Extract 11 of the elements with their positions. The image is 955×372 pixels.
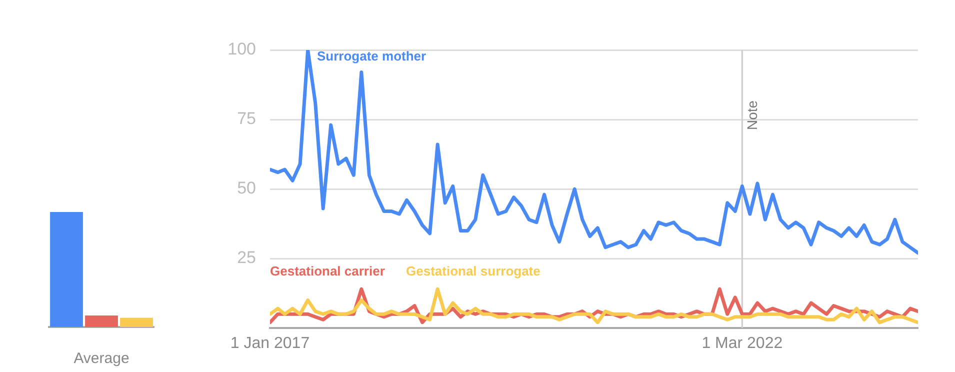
- series-label: Gestational carrier: [270, 264, 385, 279]
- y-tick-label: 75: [237, 109, 256, 128]
- series-label: Surrogate mother: [317, 48, 426, 64]
- ref-line-label: Note: [744, 100, 760, 130]
- y-tick-label: 50: [237, 178, 256, 198]
- y-tick-label: 100: [228, 40, 256, 59]
- y-tick-label: 25: [237, 248, 256, 268]
- x-tick-label: 1 Jan 2017: [230, 335, 310, 352]
- text: Gestational surrogate: [406, 264, 540, 279]
- x-tick-label: 1 Mar 2022: [702, 335, 783, 352]
- x-axis-title: Average: [74, 350, 130, 368]
